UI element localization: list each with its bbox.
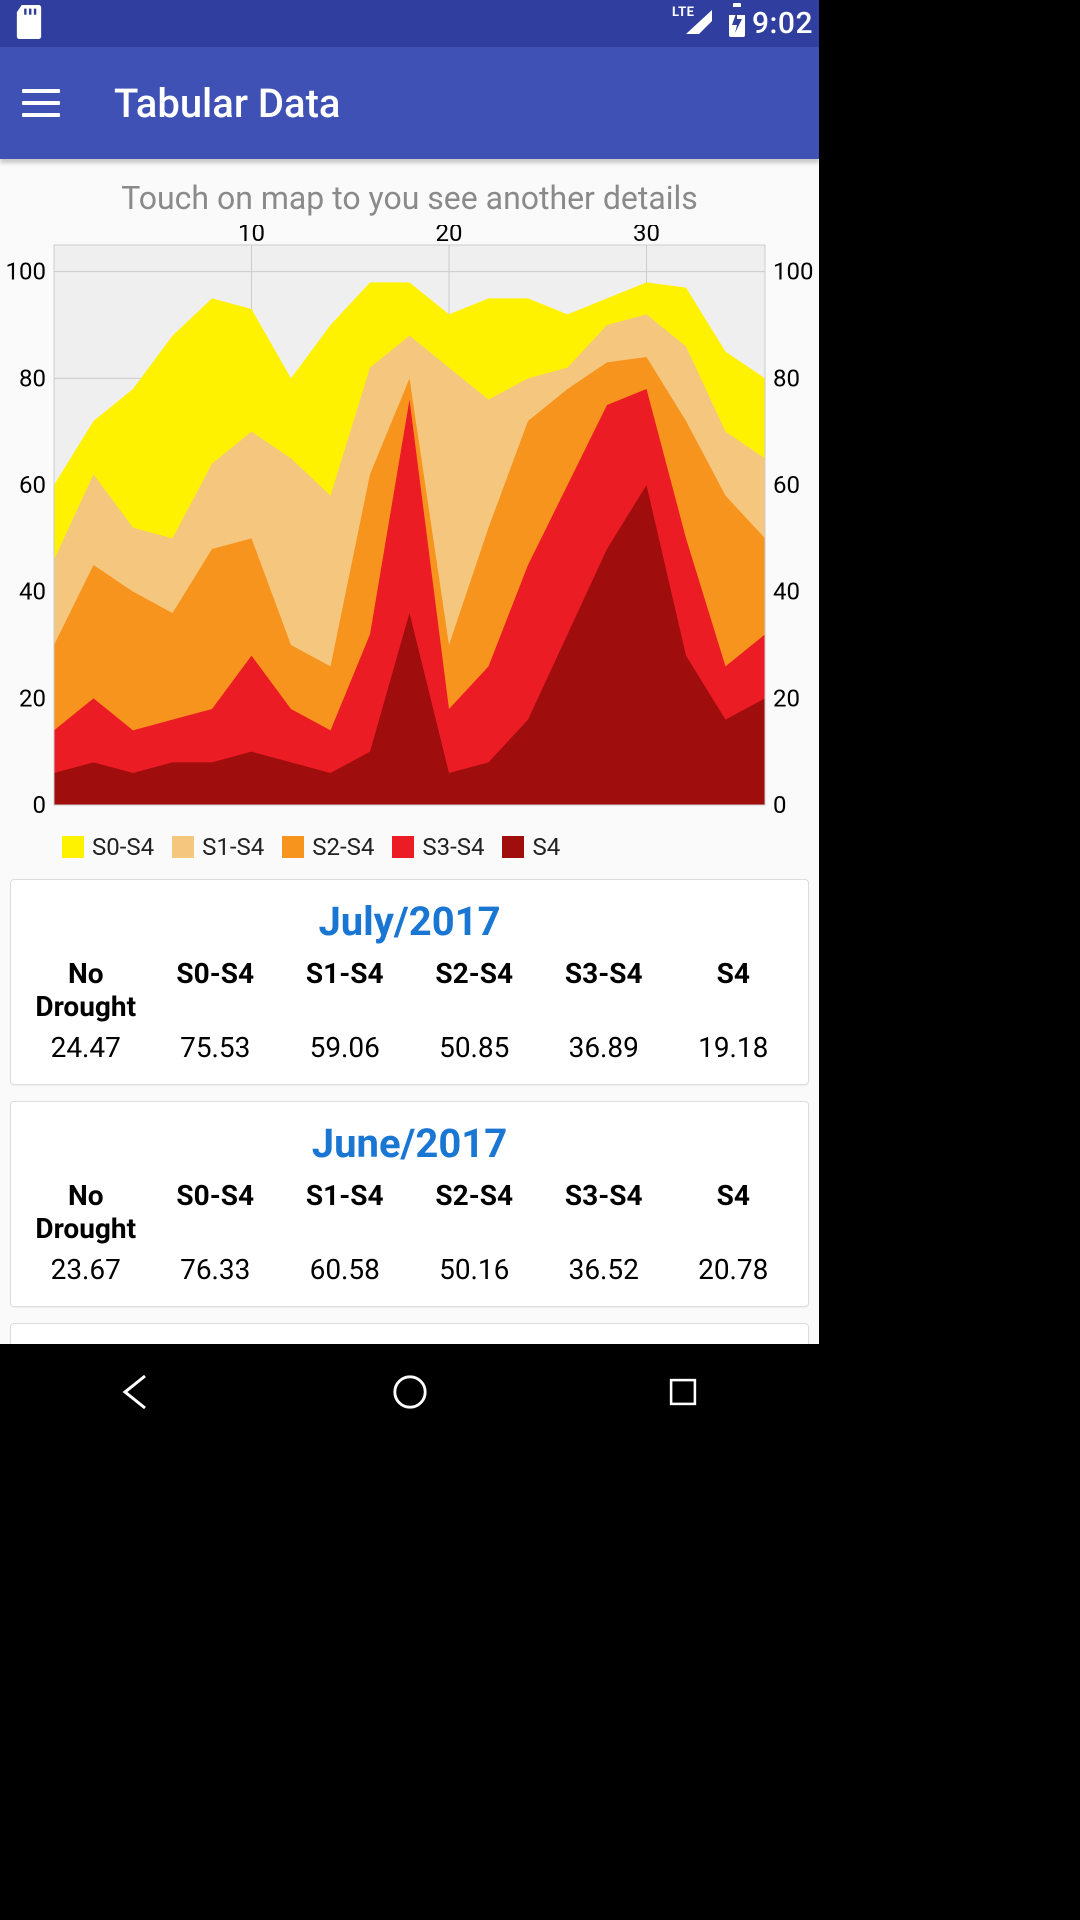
svg-text:100: 100 [6, 258, 46, 286]
svg-text:30: 30 [633, 225, 660, 247]
legend-swatch [62, 836, 84, 858]
month-card[interactable]: July/2017 No DroughtS0-S4S1-S4S2-S4S3-S4S… [10, 879, 809, 1085]
svg-text:40: 40 [19, 578, 46, 606]
legend-item: S2-S4 [282, 833, 374, 861]
screen: LTE 9:02 Tabular Data Touch on map to yo… [0, 0, 819, 1440]
month-card[interactable]: June/2017 No DroughtS0-S4S1-S4S2-S4S3-S4S… [10, 1101, 809, 1307]
legend-item: S1-S4 [172, 833, 264, 861]
drought-chart[interactable]: 0 20 40 60 80 100 0 20 40 60 80 100 10 20 30 [0, 225, 819, 825]
column-header: S2-S4 [410, 957, 540, 1023]
column-header: S3-S4 [539, 1179, 669, 1245]
column-header: S0-S4 [151, 957, 281, 1023]
cell-value: 75.53 [151, 1031, 281, 1064]
svg-text:40: 40 [773, 578, 800, 606]
column-header: S2-S4 [410, 1179, 540, 1245]
month-card[interactable]: May/2017No DroughtS0-S4S1-S4S2-S4S3-S4S4… [10, 1323, 809, 1344]
menu-icon[interactable] [22, 89, 60, 117]
cell-value: 20.78 [669, 1253, 799, 1286]
svg-text:0: 0 [33, 791, 47, 819]
chart-legend: S0-S4 S1-S4 S2-S4 S3-S4 S4 [62, 833, 819, 861]
svg-text:60: 60 [773, 471, 800, 499]
column-header: S4 [669, 957, 799, 1023]
content: Touch on map to you see another details … [0, 159, 819, 1344]
legend-label: S2-S4 [312, 833, 374, 861]
status-left [14, 5, 44, 43]
svg-text:0: 0 [773, 791, 787, 819]
android-nav-bar [0, 1344, 819, 1440]
column-header: No Drought [21, 957, 151, 1023]
legend-item: S4 [502, 833, 560, 861]
table-value-row: 24.4775.5359.0650.8536.8919.18 [21, 1023, 798, 1064]
legend-item: S0-S4 [62, 833, 154, 861]
recent-apps-button[interactable] [657, 1366, 709, 1418]
legend-swatch [172, 836, 194, 858]
legend-label: S1-S4 [202, 833, 264, 861]
cell-value: 24.47 [21, 1031, 151, 1064]
svg-text:20: 20 [773, 684, 800, 712]
column-header: S0-S4 [151, 1179, 281, 1245]
status-right: LTE 9:02 [672, 3, 813, 45]
legend-swatch [502, 836, 524, 858]
back-button[interactable] [111, 1366, 163, 1418]
cell-value: 36.89 [539, 1031, 669, 1064]
lte-signal-icon: LTE [672, 4, 722, 44]
table-header-row: No DroughtS0-S4S1-S4S2-S4S3-S4S4 [21, 1179, 798, 1245]
svg-text:80: 80 [19, 364, 46, 392]
status-bar: LTE 9:02 [0, 0, 819, 47]
app-bar: Tabular Data [0, 47, 819, 159]
svg-text:20: 20 [19, 684, 46, 712]
table-value-row: 23.6776.3360.5850.1636.5220.78 [21, 1245, 798, 1286]
legend-swatch [282, 836, 304, 858]
card-title: July/2017 [21, 898, 798, 945]
column-header: S1-S4 [280, 957, 410, 1023]
svg-text:10: 10 [238, 225, 265, 247]
legend-item: S3-S4 [392, 833, 484, 861]
column-header: S3-S4 [539, 957, 669, 1023]
legend-swatch [392, 836, 414, 858]
sd-card-icon [14, 5, 44, 43]
cell-value: 50.16 [410, 1253, 540, 1286]
table-header-row: No DroughtS0-S4S1-S4S2-S4S3-S4S4 [21, 957, 798, 1023]
data-cards: July/2017No DroughtS0-S4S1-S4S2-S4S3-S4S… [0, 879, 819, 1344]
home-button[interactable] [384, 1366, 436, 1418]
clock: 9:02 [752, 6, 813, 41]
svg-text:80: 80 [773, 364, 800, 392]
svg-text:100: 100 [773, 258, 813, 286]
battery-charging-icon [726, 3, 748, 45]
app-title: Tabular Data [114, 80, 340, 127]
cell-value: 23.67 [21, 1253, 151, 1286]
legend-label: S3-S4 [422, 833, 484, 861]
cell-value: 19.18 [669, 1031, 799, 1064]
svg-text:LTE: LTE [672, 5, 695, 20]
column-header: S4 [669, 1179, 799, 1245]
cell-value: 76.33 [151, 1253, 281, 1286]
hint-text: Touch on map to you see another details [0, 179, 819, 217]
svg-text:20: 20 [436, 225, 463, 247]
legend-label: S4 [532, 833, 560, 861]
card-title: June/2017 [21, 1120, 798, 1167]
cell-value: 50.85 [410, 1031, 540, 1064]
cell-value: 36.52 [539, 1253, 669, 1286]
column-header: S1-S4 [280, 1179, 410, 1245]
svg-text:60: 60 [19, 471, 46, 499]
cell-value: 59.06 [280, 1031, 410, 1064]
column-header: No Drought [21, 1179, 151, 1245]
legend-label: S0-S4 [92, 833, 154, 861]
cell-value: 60.58 [280, 1253, 410, 1286]
